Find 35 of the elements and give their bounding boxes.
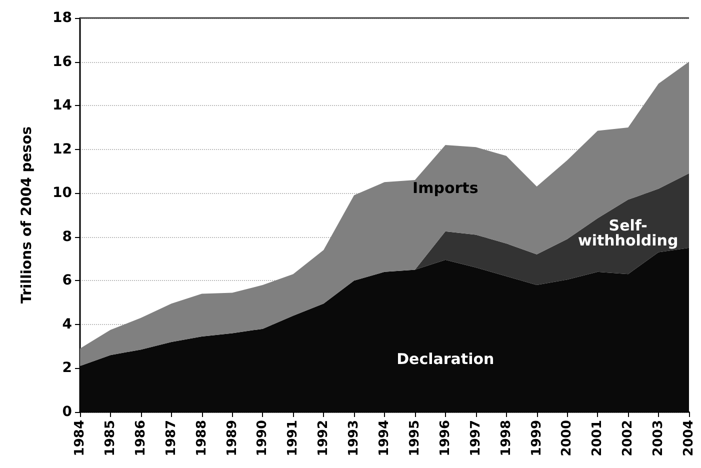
x-tick-label: 2002 xyxy=(620,420,636,456)
y-tick-label: 4 xyxy=(62,316,72,332)
x-tick-label: 1998 xyxy=(498,420,514,456)
x-tick-label: 2003 xyxy=(651,420,666,456)
x-tick-label: 1996 xyxy=(438,420,453,456)
series-label: Declaration xyxy=(396,350,494,368)
y-tick-label: 16 xyxy=(52,54,72,70)
x-tick-label: 2001 xyxy=(590,420,606,456)
x-tick-label: 2000 xyxy=(560,420,575,456)
y-axis-title: Trillions of 2004 pesos xyxy=(19,126,35,304)
x-tick-label: 1985 xyxy=(102,420,118,456)
x-tick-label: 1994 xyxy=(377,420,392,456)
series-label: Imports xyxy=(412,179,478,198)
y-tick-label: 2 xyxy=(62,360,72,376)
y-tick-label: 6 xyxy=(62,272,72,289)
x-tick-label: 1987 xyxy=(164,420,179,456)
x-tick-label: 1999 xyxy=(529,420,544,456)
x-tick-label: 1992 xyxy=(316,420,332,456)
x-tick-label: 1997 xyxy=(468,420,484,456)
y-tick-label: 12 xyxy=(52,141,72,158)
x-tick-label: 1984 xyxy=(72,420,88,456)
y-tick-label: 10 xyxy=(52,185,72,202)
y-tick-label: 8 xyxy=(62,228,72,245)
x-tick-label: 1986 xyxy=(133,420,148,456)
x-tick-label: 1990 xyxy=(255,420,270,456)
x-tick-label: 1993 xyxy=(346,420,362,456)
x-tick-label: 1989 xyxy=(224,420,240,456)
x-tick-label: 2004 xyxy=(682,420,696,456)
x-tick-label: 1988 xyxy=(194,420,210,456)
series-label: Self-withholding xyxy=(578,216,678,250)
x-tick-label: 1995 xyxy=(407,420,422,456)
y-tick-label: 0 xyxy=(62,404,72,420)
x-tick-label: 1991 xyxy=(286,420,301,456)
y-tick-label: 18 xyxy=(52,10,72,26)
y-tick-label: 14 xyxy=(52,98,72,114)
